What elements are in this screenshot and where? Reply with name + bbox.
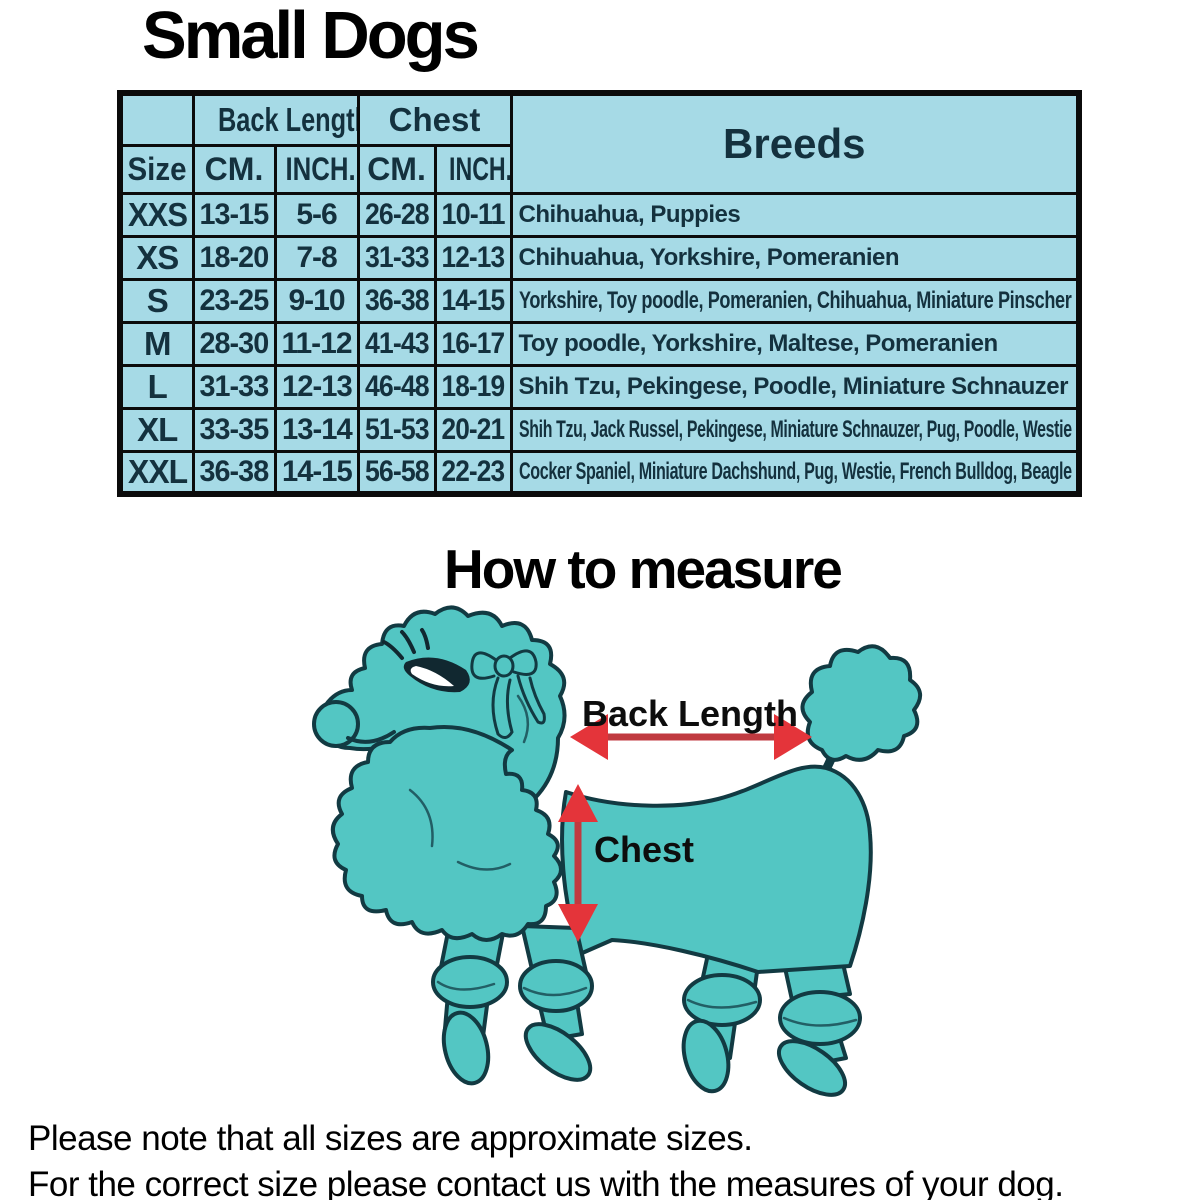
chest-inch-cell: 16-17: [433, 320, 513, 367]
back-inch-cell: 13-14: [273, 406, 360, 453]
breeds-column-header: Breeds: [509, 91, 1081, 195]
back-cm-cell: 33-35: [191, 406, 277, 453]
back-inch-cell: 9-10: [273, 277, 360, 324]
poodle-nose: [312, 700, 360, 748]
back-inch-cell: 14-15: [273, 449, 360, 496]
page-title: Small Dogs: [142, 0, 480, 73]
breeds-cell: Chihuahua, Puppies: [509, 191, 1081, 238]
corner-cell: [118, 91, 195, 147]
table-row-xl: XL 33-35 13-14 51-53 20-21 Shih Tzu, Jac…: [118, 406, 1081, 453]
measure-section-title: How to measure: [444, 538, 843, 600]
size-cell: XS: [118, 234, 195, 281]
poodle-tail: [800, 644, 922, 790]
chest-inch-cell: 14-15: [433, 277, 513, 324]
tail-pompom: [800, 644, 922, 762]
table-row-xxs: XXS 13-15 5-6 26-28 10-11 Chihuahua, Pup…: [118, 191, 1081, 238]
table-row-xs: XS 18-20 7-8 31-33 12-13 Chihuahua, York…: [118, 234, 1081, 281]
breeds-cell: Shih Tzu, Jack Russel, Pekingese, Miniat…: [509, 406, 1081, 453]
table-unit-header-row: Size CM. INCH. CM. INCH.: [118, 143, 1079, 195]
back-cm-cell: 28-30: [191, 320, 277, 367]
chest-inch-header: INCH.: [433, 143, 513, 195]
poodle-neck-ruff: [330, 724, 563, 942]
chest-inch-cell: 10-11: [433, 191, 513, 238]
size-cell: XXS: [118, 191, 195, 238]
breeds-cell: Chihuahua, Yorkshire, Pomeranien: [509, 234, 1081, 281]
eye-highlight: [410, 666, 454, 687]
back-cm-cell: 13-15: [191, 191, 277, 238]
size-table: Back Length Chest Breeds Size CM. INCH. …: [117, 90, 1082, 497]
chest-cm-header: CM.: [356, 143, 437, 195]
size-cell: M: [118, 320, 195, 367]
chest-inch-cell: 12-13: [433, 234, 513, 281]
table-row-xxl: XXL 36-38 14-15 56-58 22-23 Cocker Spani…: [118, 449, 1081, 496]
eyelashes: [382, 628, 430, 660]
table-row-s: S 23-25 9-10 36-38 14-15 Yorkshire, Toy …: [118, 277, 1081, 324]
table-row-l: L 31-33 12-13 46-48 18-19 Shih Tzu, Peki…: [118, 363, 1081, 410]
footnote-line-2: For the correct size please contact us w…: [28, 1165, 1064, 1200]
poodle-rear-legs: [681, 940, 862, 1097]
back-cm-cell: 23-25: [191, 277, 277, 324]
table-row-m: M 28-30 11-12 41-43 16-17 Toy poodle, Yo…: [118, 320, 1081, 367]
footnote-line-1: Please note that all sizes are approxima…: [28, 1119, 753, 1158]
breeds-cell: Yorkshire, Toy poodle, Pomeranien, Chihu…: [509, 277, 1081, 324]
back-length-arrow: [570, 714, 812, 760]
chest-cm-cell: 46-48: [356, 363, 437, 410]
poodle-illustration: Back Length Chest: [312, 605, 922, 1097]
size-cell: L: [118, 363, 195, 410]
chest-inch-cell: 22-23: [433, 449, 513, 496]
chest-cm-cell: 26-28: [356, 191, 437, 238]
hair-bow: [470, 649, 546, 739]
chest-cm-cell: 51-53: [356, 406, 437, 453]
chest-inch-cell: 18-19: [433, 363, 513, 410]
back-cm-header: CM.: [191, 143, 277, 195]
poodle-front-legs: [431, 920, 594, 1086]
breeds-cell: Toy poodle, Yorkshire, Maltese, Pomerani…: [509, 320, 1081, 367]
breeds-cell: Cocker Spaniel, Miniature Dachshund, Pug…: [509, 449, 1081, 496]
back-cm-cell: 36-38: [191, 449, 277, 496]
table-group-header-row: Back Length Chest Breeds: [118, 91, 1081, 195]
chest-cm-cell: 41-43: [356, 320, 437, 367]
fluff-detail-lines: [408, 694, 858, 1027]
back-inch-header: INCH.: [273, 143, 360, 195]
chest-cm-cell: 56-58: [356, 449, 437, 496]
back-inch-cell: 12-13: [273, 363, 360, 410]
chest-label: Chest: [594, 829, 694, 870]
size-cell: S: [118, 277, 195, 324]
back-inch-cell: 7-8: [273, 234, 360, 281]
back-length-group-header: Back Length: [191, 91, 360, 147]
chest-cm-cell: 31-33: [356, 234, 437, 281]
poodle-mouth: [346, 730, 396, 744]
chest-group-header: Chest: [356, 91, 513, 147]
poodle-face: [346, 628, 470, 744]
breeds-cell: Shih Tzu, Pekingese, Poodle, Miniature S…: [509, 363, 1081, 410]
chest-inch-cell: 20-21: [433, 406, 513, 453]
size-column-header: Size: [118, 143, 195, 195]
back-cm-cell: 31-33: [191, 363, 277, 410]
back-inch-cell: 11-12: [273, 320, 360, 367]
size-cell: XL: [118, 406, 195, 453]
footnotes: Please note that all sizes are approxima…: [28, 1116, 1064, 1200]
back-cm-cell: 18-20: [191, 234, 277, 281]
poodle-measure-diagram: Back Length Chest: [290, 600, 970, 1110]
chest-cm-cell: 36-38: [356, 277, 437, 324]
size-cell: XXL: [118, 449, 195, 496]
back-length-label: Back Length: [582, 693, 798, 734]
back-inch-cell: 5-6: [273, 191, 360, 238]
chest-arrow: [558, 784, 598, 942]
